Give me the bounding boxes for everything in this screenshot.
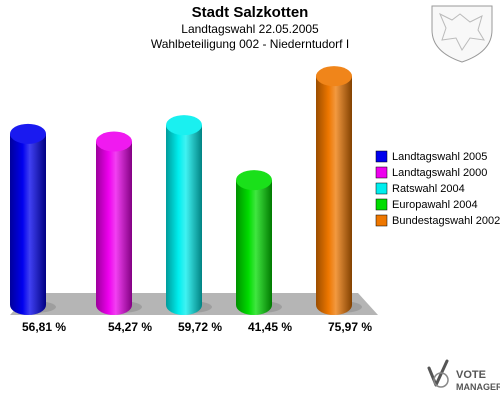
legend-swatch [375, 166, 388, 179]
brand-line-2: MANAGER [456, 382, 500, 392]
legend-label: Ratswahl 2004 [392, 183, 465, 195]
vote-manager-logo-icon [427, 359, 449, 388]
value-label: 54,27 % [108, 320, 152, 334]
bar-3 [166, 125, 202, 315]
value-label: 59,72 % [178, 320, 222, 334]
bar-top-cap [10, 123, 46, 144]
legend-label: Europawahl 2004 [392, 199, 478, 211]
value-label: 41,45 % [248, 320, 292, 334]
legend-swatch [375, 150, 388, 163]
legend-swatch [375, 198, 388, 211]
coat-of-arms-icon [431, 5, 493, 63]
bar-top-cap [316, 66, 352, 87]
chart-subtitle-election: Landtagswahl 22.05.2005 [181, 22, 319, 36]
brand-line-1: VOTE [456, 369, 486, 381]
chart-legend: Landtagswahl 2005 Landtagswahl 2000 Ratswa… [375, 150, 500, 227]
bar-top-cap [236, 170, 272, 191]
bar-4 [236, 180, 272, 315]
chart-subtitle-district: Wahlbeteiligung 002 - Niederntudorf I [150, 37, 350, 51]
value-label: 75,97 % [328, 320, 372, 334]
bar-2 [96, 141, 132, 315]
value-label: 56,81 % [22, 320, 66, 334]
legend-swatch [375, 182, 388, 195]
legend-swatch [375, 214, 388, 227]
legend-label: Bundestagswahl 2002 [392, 215, 500, 227]
bar-top-cap [96, 131, 132, 152]
bar-top-cap [166, 115, 202, 136]
legend-label: Landtagswahl 2005 [392, 151, 487, 163]
bar-1 [10, 133, 46, 315]
chart-title: Stadt Salzkotten [191, 4, 309, 21]
bar-5 [316, 76, 352, 315]
legend-label: Landtagswahl 2000 [392, 167, 487, 179]
